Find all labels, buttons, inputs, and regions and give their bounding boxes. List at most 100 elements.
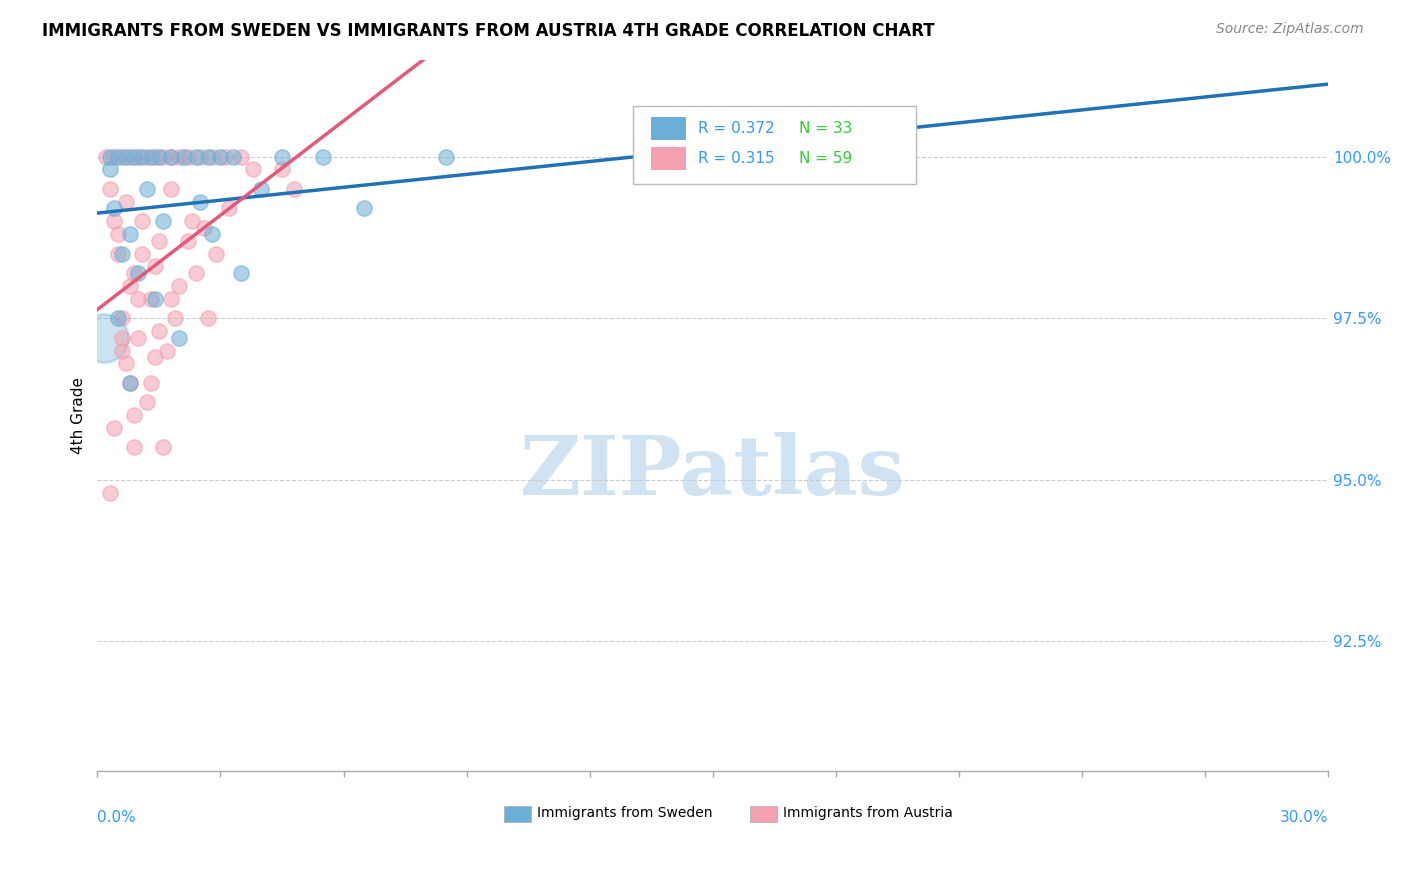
- Text: IMMIGRANTS FROM SWEDEN VS IMMIGRANTS FROM AUSTRIA 4TH GRADE CORRELATION CHART: IMMIGRANTS FROM SWEDEN VS IMMIGRANTS FRO…: [42, 22, 935, 40]
- Point: [205, 246, 228, 260]
- Point: [160, 150, 183, 164]
- Point: [143, 150, 166, 164]
- Point: [120, 278, 142, 293]
- Point: [111, 330, 134, 344]
- Point: [229, 266, 252, 280]
- Point: [127, 292, 149, 306]
- FancyBboxPatch shape: [651, 147, 686, 169]
- Text: R = 0.315: R = 0.315: [697, 151, 775, 166]
- Point: [180, 214, 202, 228]
- Point: [283, 182, 305, 196]
- Text: Immigrants from Austria: Immigrants from Austria: [783, 806, 953, 821]
- Point: [160, 182, 183, 196]
- Point: [98, 485, 121, 500]
- Point: [135, 150, 157, 164]
- Text: N = 33: N = 33: [799, 121, 852, 136]
- Point: [229, 150, 252, 164]
- Text: 30.0%: 30.0%: [1279, 810, 1329, 825]
- Point: [111, 343, 134, 358]
- Point: [312, 150, 335, 164]
- Point: [222, 150, 245, 164]
- Point: [176, 234, 198, 248]
- Point: [209, 150, 232, 164]
- Point: [124, 441, 146, 455]
- Text: R = 0.372: R = 0.372: [697, 121, 775, 136]
- Point: [169, 278, 191, 293]
- Point: [197, 150, 219, 164]
- Text: ZIPatlas: ZIPatlas: [520, 432, 905, 512]
- Point: [188, 150, 211, 164]
- FancyBboxPatch shape: [651, 117, 686, 140]
- Point: [271, 150, 294, 164]
- Point: [139, 292, 162, 306]
- Point: [152, 214, 174, 228]
- Point: [131, 214, 153, 228]
- Point: [169, 330, 191, 344]
- Point: [156, 343, 179, 358]
- Point: [98, 162, 121, 177]
- Point: [173, 150, 195, 164]
- Point: [103, 421, 125, 435]
- Text: Immigrants from Sweden: Immigrants from Sweden: [537, 806, 713, 821]
- Point: [120, 376, 142, 390]
- Point: [124, 266, 146, 280]
- Point: [111, 311, 134, 326]
- Point: [107, 150, 129, 164]
- Point: [120, 150, 142, 164]
- Point: [111, 150, 134, 164]
- Point: [143, 350, 166, 364]
- Point: [127, 266, 149, 280]
- Point: [824, 150, 846, 164]
- Point: [93, 330, 115, 344]
- Point: [218, 202, 240, 216]
- Point: [98, 182, 121, 196]
- Point: [201, 150, 224, 164]
- Point: [124, 150, 146, 164]
- Point: [201, 227, 224, 241]
- Point: [107, 246, 129, 260]
- Point: [107, 311, 129, 326]
- Point: [197, 311, 219, 326]
- Point: [143, 260, 166, 274]
- Point: [115, 356, 138, 370]
- Point: [107, 227, 129, 241]
- Point: [103, 214, 125, 228]
- Y-axis label: 4th Grade: 4th Grade: [72, 376, 86, 454]
- Point: [127, 150, 149, 164]
- Point: [124, 408, 146, 422]
- Point: [193, 220, 215, 235]
- Point: [184, 266, 207, 280]
- Point: [271, 162, 294, 177]
- Point: [111, 246, 134, 260]
- Point: [176, 150, 198, 164]
- Point: [353, 202, 375, 216]
- Point: [127, 330, 149, 344]
- Point: [120, 376, 142, 390]
- Point: [115, 194, 138, 209]
- FancyBboxPatch shape: [503, 806, 530, 822]
- Text: N = 59: N = 59: [799, 151, 852, 166]
- Point: [148, 324, 170, 338]
- Text: Source: ZipAtlas.com: Source: ZipAtlas.com: [1216, 22, 1364, 37]
- Point: [94, 150, 117, 164]
- FancyBboxPatch shape: [749, 806, 776, 822]
- Point: [152, 441, 174, 455]
- Point: [139, 376, 162, 390]
- Point: [148, 150, 170, 164]
- Point: [434, 150, 457, 164]
- Point: [98, 150, 121, 164]
- Point: [103, 202, 125, 216]
- Point: [135, 395, 157, 409]
- Point: [184, 150, 207, 164]
- Point: [120, 227, 142, 241]
- Point: [160, 150, 183, 164]
- Point: [214, 150, 236, 164]
- Point: [188, 194, 211, 209]
- Point: [242, 162, 264, 177]
- Point: [152, 150, 174, 164]
- FancyBboxPatch shape: [633, 106, 915, 184]
- Point: [103, 150, 125, 164]
- Point: [135, 182, 157, 196]
- Point: [250, 182, 273, 196]
- Point: [143, 292, 166, 306]
